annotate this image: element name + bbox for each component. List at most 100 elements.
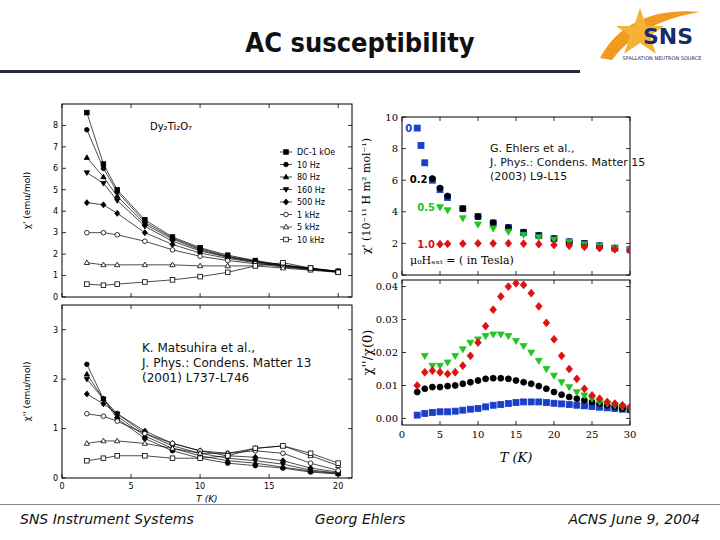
data-point — [475, 406, 481, 412]
data-point — [115, 453, 120, 458]
series-label: 0.2 — [410, 174, 428, 185]
data-point — [558, 352, 565, 360]
data-point — [115, 419, 120, 424]
data-point — [581, 403, 587, 409]
y-tick — [402, 385, 406, 386]
chart: 012345678χ' (emu/mol)Dy₂Ti₂O₇DC-1 kOe10 … — [22, 104, 352, 302]
data-point — [85, 230, 90, 235]
data-point — [520, 281, 527, 289]
data-point — [85, 458, 90, 463]
data-point — [418, 142, 424, 148]
x-tick-label: 10 — [195, 482, 205, 491]
data-point — [308, 461, 313, 466]
data-layer — [414, 280, 630, 418]
x-tick — [269, 293, 270, 297]
data-point — [596, 244, 603, 252]
data-point — [142, 224, 147, 229]
data-point — [198, 456, 203, 461]
data-point — [281, 260, 286, 265]
y-tick — [626, 211, 630, 212]
data-point — [490, 240, 497, 248]
x-tick — [62, 104, 63, 108]
y-tick-label: 10 — [385, 112, 398, 123]
data-point — [101, 202, 106, 208]
data-point — [467, 406, 473, 412]
data-point — [490, 220, 496, 226]
legend-marker — [283, 224, 288, 229]
y-tick — [626, 275, 630, 276]
logo: SNSSPALLATION NEUTRON SOURCE — [600, 8, 701, 61]
data-point — [536, 240, 543, 248]
y-tick — [62, 232, 66, 233]
y-tick — [62, 189, 66, 190]
x-tick — [630, 421, 631, 425]
data-point — [429, 409, 435, 415]
y-tick-label: 0.04 — [376, 281, 398, 292]
y-tick — [62, 125, 66, 126]
x-tick-label: 30 — [624, 429, 637, 440]
data-point — [84, 391, 89, 397]
data-point — [581, 393, 588, 399]
logo-swoosh — [600, 11, 700, 60]
y-tick — [348, 125, 352, 126]
y-tick — [348, 478, 352, 479]
citation: K. Matsuhira et al.,J. Phys.: Condens. M… — [141, 341, 311, 385]
footer-rule — [0, 504, 720, 505]
data-point — [535, 358, 542, 364]
data-point — [280, 443, 285, 448]
x-tick — [630, 117, 631, 121]
data-layer — [84, 110, 341, 287]
background — [0, 0, 720, 540]
y-tick — [348, 232, 352, 233]
data-point — [551, 241, 558, 249]
legend-marker — [283, 188, 288, 193]
x-tick — [592, 117, 593, 121]
data-layer — [84, 362, 341, 476]
data-point — [581, 243, 588, 251]
data-point — [566, 385, 573, 391]
data-point — [566, 242, 573, 250]
data-point — [596, 395, 603, 403]
chart: 0246810χ' (10⁻¹¹ H m² mol⁻¹)00.20.51.0μ₀… — [360, 112, 633, 281]
series-label: 0 — [405, 123, 412, 134]
chart-title: Dy₂Ti₂O₇ — [150, 121, 192, 132]
y-tick — [62, 478, 66, 479]
data-point — [520, 240, 527, 248]
data-point — [536, 383, 542, 389]
data-point — [170, 446, 175, 451]
x-tick — [200, 104, 201, 108]
data-point — [505, 334, 512, 340]
x-tick — [630, 280, 631, 284]
data-point — [101, 414, 106, 419]
data-point — [336, 270, 341, 275]
series-label: 0.5 — [417, 202, 435, 213]
y-tick — [62, 254, 66, 255]
legend-label: 80 Hz — [297, 173, 320, 182]
data-point — [444, 370, 451, 378]
chart: 0510152025300.000.010.020.030.04T (K)χ''… — [360, 279, 636, 465]
y-tick — [626, 319, 630, 320]
data-point — [490, 375, 496, 381]
y-tick-label: 0.00 — [376, 413, 398, 424]
y-tick-label: 0 — [53, 293, 58, 302]
y-tick — [402, 117, 406, 118]
x-tick — [478, 271, 479, 275]
data-point — [143, 239, 148, 244]
y-tick — [402, 180, 406, 181]
y-tick — [402, 352, 406, 353]
data-point — [84, 171, 89, 176]
x-tick — [440, 280, 441, 284]
y-tick-label: 8 — [392, 143, 398, 154]
data-point — [308, 266, 313, 271]
y-tick-label: 5 — [53, 186, 58, 195]
data-point — [497, 332, 504, 338]
series-line — [87, 414, 338, 471]
x-tick — [402, 271, 403, 275]
data-point — [483, 376, 489, 382]
data-point — [520, 232, 527, 238]
legend-label: DC-1 kOe — [297, 148, 335, 157]
y-tick — [348, 428, 352, 429]
data-point — [521, 399, 527, 405]
data-point — [101, 456, 106, 461]
y-tick — [402, 243, 406, 244]
